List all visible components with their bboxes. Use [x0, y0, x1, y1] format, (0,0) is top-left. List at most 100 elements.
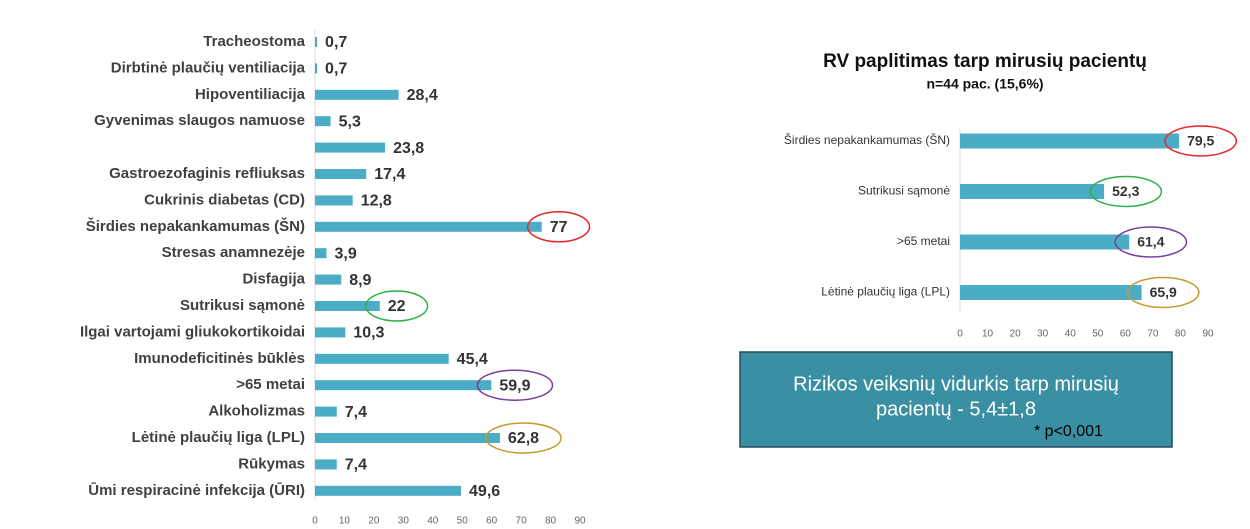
- category-label: Hipoventiliacija: [195, 86, 306, 103]
- category-label: Cukrinis diabetas (CD): [144, 191, 305, 208]
- bar: [960, 234, 1130, 250]
- value-label: 62,8: [508, 430, 539, 447]
- category-label: Ilgai vartojami gliukokortikoidai: [80, 323, 305, 340]
- x-tick-label: 20: [1010, 329, 1022, 340]
- value-label: 59,9: [499, 377, 530, 394]
- label-ring: [1089, 175, 1163, 208]
- category-label: Širdies nepakankamumas (ŠN): [86, 217, 305, 235]
- bar: [315, 116, 331, 127]
- x-tick-label: 60: [486, 516, 498, 527]
- value-label: 5,3: [339, 113, 361, 130]
- x-tick-label: 10: [982, 329, 994, 340]
- bar: [315, 406, 337, 417]
- bar: [315, 63, 318, 74]
- value-label: 79,5: [1187, 133, 1214, 149]
- value-label: 10,3: [353, 325, 384, 342]
- value-label: 7,4: [345, 404, 367, 421]
- label-ring: [476, 369, 554, 401]
- bar: [315, 274, 342, 285]
- bar: [315, 221, 542, 232]
- bar: [315, 327, 346, 338]
- x-tick-label: 60: [1120, 329, 1132, 340]
- bar: [315, 37, 318, 47]
- value-label: 28,4: [407, 87, 438, 104]
- value-label: 12,8: [361, 193, 392, 210]
- x-tick-label: 70: [516, 516, 528, 527]
- category-label: Gastroezofaginis refliuksas: [109, 165, 305, 182]
- category-label: >65 metai: [897, 234, 950, 248]
- x-tick-label: 40: [1065, 329, 1077, 340]
- category-label: Lėtinė plaučių liga (LPL): [821, 285, 950, 299]
- bar: [315, 485, 462, 496]
- x-tick-label: 50: [1092, 329, 1104, 340]
- value-label: 52,3: [1112, 183, 1139, 199]
- category-label: Lėtinė plaučių liga (LPL): [132, 429, 305, 446]
- note-box: [739, 351, 1173, 448]
- x-tick-label: 70: [1147, 329, 1159, 340]
- value-label: 23,8: [393, 140, 424, 157]
- x-tick-label: 0: [957, 329, 963, 340]
- category-label: Tracheostoma: [203, 33, 305, 50]
- value-label: 8,9: [349, 272, 371, 289]
- bar: [960, 184, 1105, 199]
- category-label: Širdies nepakankamumas (ŠN): [784, 132, 950, 147]
- label-ring: [526, 211, 591, 243]
- value-label: 61,4: [1137, 234, 1164, 250]
- x-tick-label: 30: [1037, 329, 1049, 340]
- x-tick-label: 20: [368, 516, 380, 527]
- value-label: 7,4: [345, 457, 367, 474]
- x-tick-label: 50: [457, 516, 469, 527]
- value-label: 17,4: [374, 166, 405, 183]
- bar: [315, 248, 327, 259]
- category-label: Stresas anamnezėje: [162, 244, 305, 261]
- category-label: Alkoholizmas: [208, 403, 305, 420]
- label-ring: [1126, 276, 1200, 309]
- value-label: 77: [550, 219, 568, 236]
- category-label: Disfagija: [242, 271, 305, 288]
- bar: [315, 459, 337, 470]
- label-ring: [485, 422, 562, 454]
- category-label: Rūkymas: [238, 455, 305, 472]
- category-label: Sutrikusi sąmonė: [180, 297, 305, 314]
- bar: [960, 285, 1142, 300]
- value-label: 3,9: [334, 245, 356, 262]
- value-label: 0,7: [325, 34, 347, 51]
- bar: [315, 301, 380, 311]
- x-tick-label: 40: [427, 516, 439, 527]
- x-tick-label: 30: [398, 516, 410, 527]
- value-label: 49,6: [469, 483, 500, 500]
- bar: [315, 353, 449, 364]
- value-label: 65,9: [1150, 284, 1177, 300]
- bar: [315, 195, 353, 206]
- label-ring: [1164, 125, 1238, 157]
- bar: [315, 380, 492, 391]
- label-ring: [365, 290, 429, 322]
- category-label: Sutrikusi sąmonė: [858, 184, 950, 198]
- x-tick-label: 90: [574, 516, 586, 527]
- x-tick-label: 80: [1175, 329, 1187, 340]
- note-footnote: * p<0,001: [1034, 423, 1103, 440]
- chart-subtitle: n=44 pac. (15,6%): [926, 76, 1043, 92]
- value-label: 22: [388, 298, 406, 315]
- category-label: Dirbtinė plaučių ventiliacija: [111, 59, 306, 76]
- x-tick-label: 90: [1202, 329, 1214, 340]
- note-text: Rizikos veiksnių vidurkis tarp mirusių: [793, 373, 1119, 395]
- bar: [315, 142, 386, 153]
- chart-title: RV paplitimas tarp mirusių pacientų: [823, 51, 1147, 72]
- bar: [960, 133, 1180, 149]
- bar: [315, 169, 367, 179]
- x-tick-label: 0: [312, 516, 318, 527]
- category-label: Ūmi respiracinė infekcija (ŪRI): [88, 482, 305, 499]
- bar: [315, 433, 500, 443]
- category-label: Imunodeficitinės būklės: [134, 350, 305, 367]
- value-label: 0,7: [325, 61, 347, 78]
- label-ring: [1114, 226, 1188, 258]
- category-label: >65 metai: [236, 376, 305, 393]
- x-tick-label: 80: [545, 516, 557, 527]
- bar: [315, 89, 399, 100]
- value-label: 45,4: [457, 351, 488, 368]
- x-tick-label: 10: [339, 516, 351, 527]
- category-label: Gyvenimas slaugos namuose: [94, 112, 305, 129]
- note-text: pacientų - 5,4±1,8: [876, 398, 1036, 420]
